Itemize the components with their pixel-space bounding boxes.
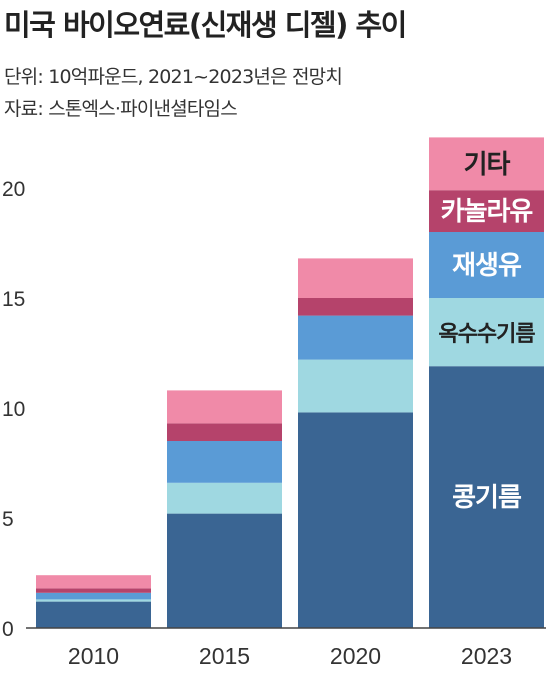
segment-label: 옥수수기름 <box>438 322 535 347</box>
bar-segment <box>167 441 282 483</box>
segment-label: 카놀라유 <box>441 197 534 227</box>
chart-title: 미국 바이오연료(신재생 디젤) 추이 <box>4 8 407 42</box>
bar-segment <box>298 315 413 360</box>
y-tick-label: 15 <box>2 288 25 311</box>
y-tick-label: 5 <box>2 508 14 531</box>
bar-segment <box>429 298 544 367</box>
bar-segment <box>36 599 151 602</box>
bar-segment <box>167 513 282 628</box>
bar-segment <box>167 482 282 514</box>
y-tick-label: 20 <box>2 178 25 201</box>
bar-segment <box>36 601 151 628</box>
x-tick-label: 2023 <box>461 643 512 669</box>
bar-segment <box>36 588 151 593</box>
bar-segment <box>36 592 151 600</box>
bar-segment <box>298 298 413 316</box>
bar-segment <box>429 190 544 232</box>
y-tick-label: 0 <box>2 618 14 641</box>
bar-segment <box>298 359 413 413</box>
bar-segment <box>167 423 282 441</box>
segment-label: 기타 <box>464 150 511 180</box>
bar-segment <box>429 232 544 298</box>
unit-note: 단위: 10억파운드, 2021~2023년은 전망치 <box>4 66 343 88</box>
bar-segment <box>298 258 413 298</box>
y-tick-label: 10 <box>2 398 25 421</box>
x-tick-label: 2020 <box>330 643 381 669</box>
segment-label: 콩기름 <box>452 483 522 513</box>
bar-segment <box>298 412 413 628</box>
bar-segment <box>167 390 282 424</box>
bar-segment <box>429 137 544 191</box>
source-note: 자료: 스톤엑스·파이낸셜타임스 <box>4 98 238 120</box>
segment-label: 재생유 <box>452 251 522 281</box>
bar-segment <box>429 366 544 628</box>
bar-segment <box>36 575 151 589</box>
x-tick-label: 2015 <box>199 643 250 669</box>
x-tick-label: 2010 <box>68 643 119 669</box>
